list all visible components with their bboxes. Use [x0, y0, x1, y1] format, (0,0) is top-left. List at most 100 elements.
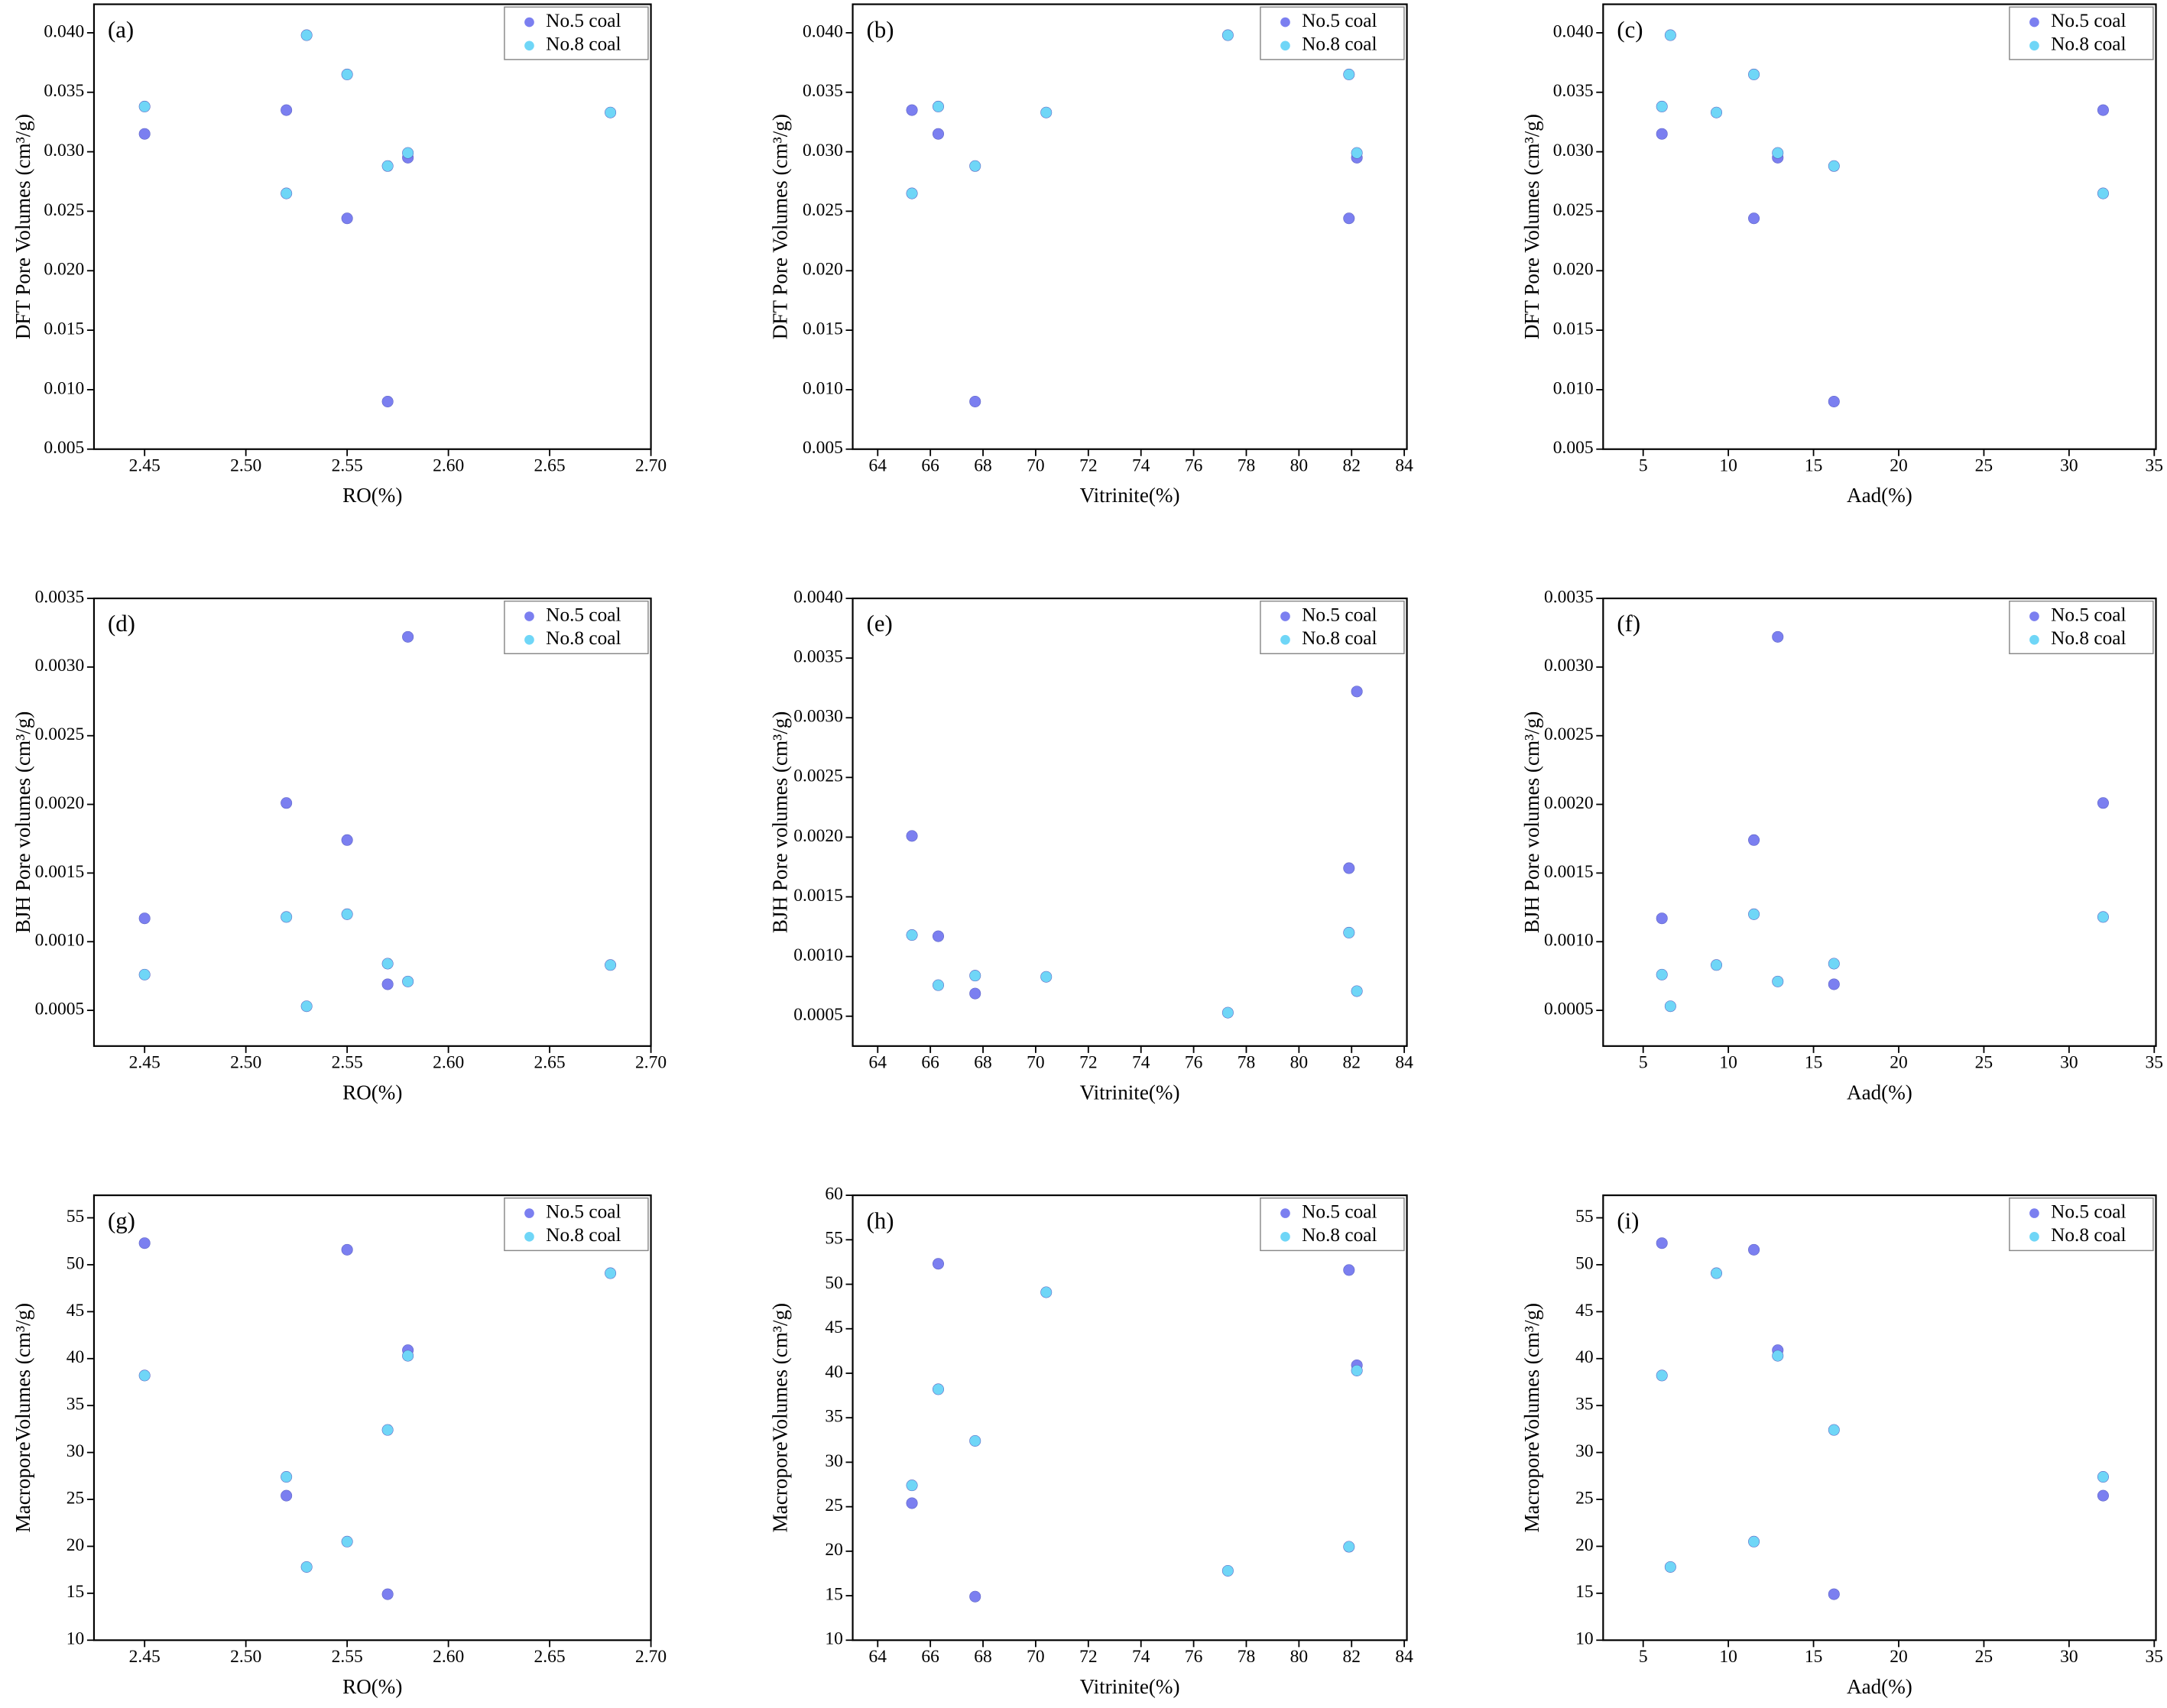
y-tick-label: 25 [67, 1488, 85, 1508]
legend-box [2009, 6, 2154, 60]
x-tick-label: 10 [1719, 456, 1737, 476]
data-point [906, 830, 918, 842]
legend-box [2009, 1197, 2154, 1252]
x-tick-label: 35 [2146, 1647, 2164, 1667]
legend-label: No.5 coal [2051, 10, 2126, 31]
x-tick-label: 68 [974, 1647, 992, 1667]
x-tick-label: 20 [1890, 1647, 1908, 1667]
x-tick-label: 10 [1719, 1647, 1737, 1667]
data-point [2097, 104, 2109, 116]
y-tick-label: 0.040 [1553, 21, 1594, 41]
y-tick-label: 0.0020 [1544, 793, 1594, 813]
y-axis-label: BJH Pore volumes (cm³/g) [1520, 711, 1543, 934]
y-tick-label: 0.025 [1553, 200, 1594, 220]
panel: 64 66 68 70 72 74 76 78 80 82 84 0.0005 0.0010 0.0015… [769, 587, 1414, 1104]
x-tick-label: 2.45 [129, 1647, 161, 1667]
data-point [1040, 971, 1053, 983]
data-point [1351, 985, 1363, 997]
legend-marker [524, 41, 534, 51]
x-tick-label: 72 [1079, 456, 1098, 476]
panel: 2.45 2.50 2.55 2.60 2.65 2.70 10 15 20 25 30 35 40 45… [11, 1194, 667, 1698]
data-point [2097, 911, 2109, 923]
panel-label: (i) [1617, 1207, 1639, 1233]
x-tick-label: 84 [1395, 1053, 1413, 1073]
legend-box [504, 600, 649, 655]
x-tick-label: 68 [974, 456, 992, 476]
y-axis-label: DFT Pore Volumes (cm³/g) [11, 114, 34, 339]
data-point [1664, 1000, 1676, 1013]
data-point [969, 395, 981, 407]
y-tick-label: 0.005 [44, 438, 84, 458]
data-point [1748, 212, 1760, 225]
data-point [1343, 1541, 1355, 1553]
data-point [1351, 1364, 1363, 1376]
panel-label: (g) [108, 1207, 135, 1233]
legend-label: No.8 coal [546, 1224, 621, 1246]
x-tick-label: 66 [921, 1053, 939, 1073]
plot-frame [1602, 1194, 2157, 1642]
x-tick-label: 70 [1027, 1647, 1045, 1667]
y-tick-label: 0.0020 [793, 826, 843, 846]
legend-marker [2029, 17, 2039, 28]
y-tick-label: 40 [1575, 1347, 1594, 1367]
y-tick-label: 10 [1575, 1629, 1594, 1649]
y-tick-label: 15 [825, 1584, 843, 1604]
data-point [932, 930, 945, 942]
legend-label: No.5 coal [546, 1201, 621, 1222]
data-point [2097, 1471, 2109, 1483]
data-point [1040, 106, 1053, 118]
y-tick-label: 45 [67, 1301, 85, 1321]
x-tick-label: 76 [1185, 456, 1203, 476]
data-point [969, 1590, 981, 1603]
x-tick-label: 25 [1975, 456, 1993, 476]
y-axis-label: MacroporeVolumes (cm³/g) [11, 1303, 34, 1532]
data-point [1828, 958, 1840, 970]
y-tick-label: 0.030 [44, 141, 84, 160]
legend-marker [1280, 1231, 1290, 1242]
data-point [906, 104, 918, 116]
y-tick-label: 0.005 [1553, 438, 1594, 458]
data-point [381, 1588, 394, 1600]
data-point [300, 29, 313, 41]
y-tick-label: 20 [67, 1535, 85, 1555]
y-tick-label: 0.0030 [35, 656, 85, 676]
x-tick-label: 2.65 [534, 1053, 566, 1073]
data-point [1343, 1264, 1355, 1276]
data-point [138, 968, 151, 980]
y-tick-label: 50 [1575, 1253, 1594, 1273]
y-tick-label: 0.0025 [793, 766, 843, 786]
x-tick-label: 78 [1238, 1053, 1256, 1073]
y-tick-label: 0.015 [803, 319, 843, 339]
data-point [1343, 926, 1355, 938]
data-point [1748, 68, 1760, 80]
x-axis-label: RO(%) [342, 1675, 402, 1698]
x-tick-label: 72 [1079, 1053, 1098, 1073]
data-point [1221, 29, 1234, 41]
data-point [906, 1497, 918, 1509]
y-tick-label: 0.035 [803, 81, 843, 101]
x-tick-label: 2.50 [230, 1647, 261, 1667]
x-tick-label: 2.55 [332, 1647, 363, 1667]
y-axis-label: DFT Pore Volumes (cm³/g) [1520, 114, 1543, 339]
y-tick-label: 0.0010 [793, 945, 843, 965]
legend-label: No.8 coal [2051, 1224, 2126, 1246]
data-point [1748, 1243, 1760, 1256]
y-tick-label: 0.015 [44, 319, 84, 339]
data-point [1748, 1535, 1760, 1548]
legend-marker [2029, 611, 2039, 621]
panel-label: (b) [867, 17, 894, 43]
y-tick-label: 25 [825, 1496, 843, 1515]
y-tick-label: 15 [1575, 1582, 1594, 1602]
x-tick-label: 5 [1639, 456, 1648, 476]
data-point [1711, 959, 1723, 971]
x-tick-label: 68 [974, 1053, 992, 1073]
data-point [341, 834, 353, 846]
y-tick-label: 30 [1575, 1441, 1594, 1461]
x-tick-label: 15 [1805, 1647, 1823, 1667]
data-point [402, 147, 414, 159]
data-point [969, 160, 981, 172]
x-tick-label: 80 [1290, 456, 1309, 476]
x-tick-label: 2.65 [534, 1647, 566, 1667]
x-tick-label: 25 [1975, 1053, 1993, 1073]
